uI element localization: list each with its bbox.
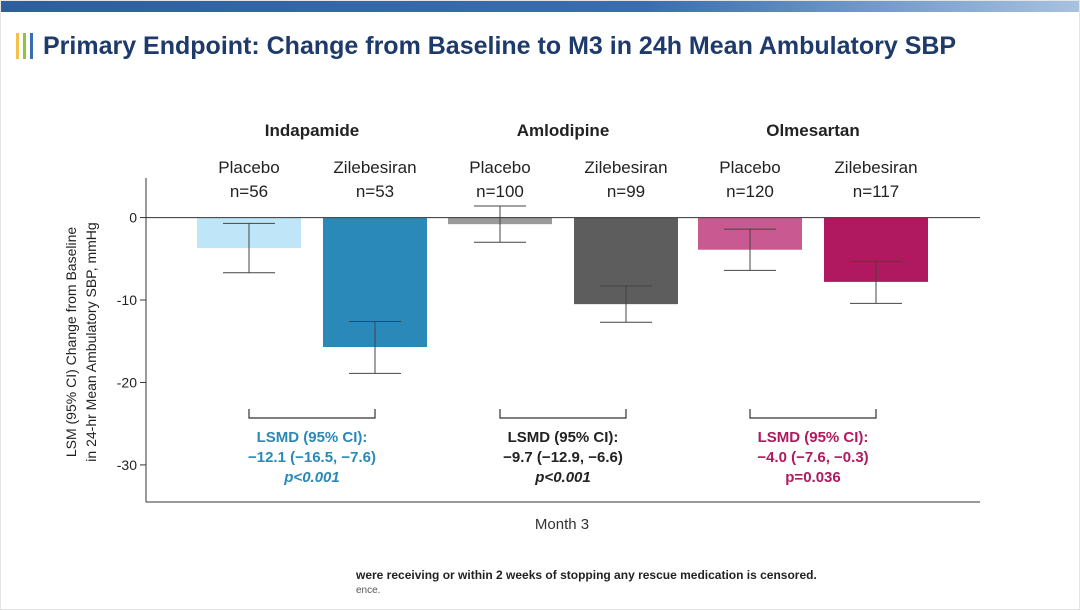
- accent-bar-1: [16, 33, 19, 59]
- p-value: p=0.036: [785, 469, 840, 486]
- page-title: Primary Endpoint: Change from Baseline t…: [43, 31, 957, 60]
- title-accent-bars-icon: [16, 33, 33, 59]
- bar-n-label: n=120: [726, 182, 774, 201]
- bar-arm-label: Placebo: [218, 158, 279, 177]
- top-banner-bar: [0, 0, 1080, 12]
- lsmd-value: −4.0 (−7.6, −0.3): [757, 449, 868, 466]
- lsmd-value: −12.1 (−16.5, −7.6): [248, 449, 376, 466]
- y-tick-label: -30: [117, 457, 137, 473]
- bar-arm-label: Placebo: [469, 158, 530, 177]
- group-label: Olmesartan: [766, 121, 860, 140]
- comparison-bracket: [749, 409, 877, 419]
- bar-arm-label: Zilebesiran: [584, 158, 667, 177]
- y-axis-label-line1: LSM (95% CI) Change from Baseline: [63, 227, 79, 458]
- bar-arm-label: Zilebesiran: [834, 158, 917, 177]
- y-tick-label: -20: [117, 374, 137, 390]
- comparison-bracket: [499, 409, 627, 419]
- lsmd-label: LSMD (95% CI):: [758, 429, 869, 446]
- y-axis-label-line2: in 24-hr Mean Ambulatory SBP, mmHg: [83, 222, 99, 461]
- lsmd-label: LSMD (95% CI):: [508, 429, 619, 446]
- accent-bar-3: [30, 33, 33, 59]
- bar-n-label: n=53: [356, 182, 394, 201]
- p-value: p<0.001: [534, 469, 590, 486]
- bar-n-label: n=99: [607, 182, 645, 201]
- footnote-secondary: ence.: [356, 585, 381, 596]
- bar-arm-label: Zilebesiran: [333, 158, 416, 177]
- bar-arm-label: Placebo: [719, 158, 780, 177]
- x-axis-label: Month 3: [535, 516, 589, 533]
- y-tick-label: -10: [117, 292, 137, 308]
- lsmd-label: LSMD (95% CI):: [257, 429, 368, 446]
- bar-n-label: n=56: [230, 182, 268, 201]
- comparison-bracket: [248, 409, 376, 419]
- p-value: p<0.001: [283, 469, 339, 486]
- footnote: were receiving or within 2 weeks of stop…: [356, 568, 817, 582]
- group-label: Amlodipine: [517, 121, 610, 140]
- bar-n-label: n=100: [476, 182, 524, 201]
- group-label: Indapamide: [265, 121, 359, 140]
- accent-bar-2: [23, 33, 26, 59]
- title-block: Primary Endpoint: Change from Baseline t…: [16, 26, 956, 66]
- lsmd-value: −9.7 (−12.9, −6.6): [503, 449, 623, 466]
- bar-n-label: n=117: [853, 182, 899, 201]
- y-tick-label: 0: [129, 210, 137, 226]
